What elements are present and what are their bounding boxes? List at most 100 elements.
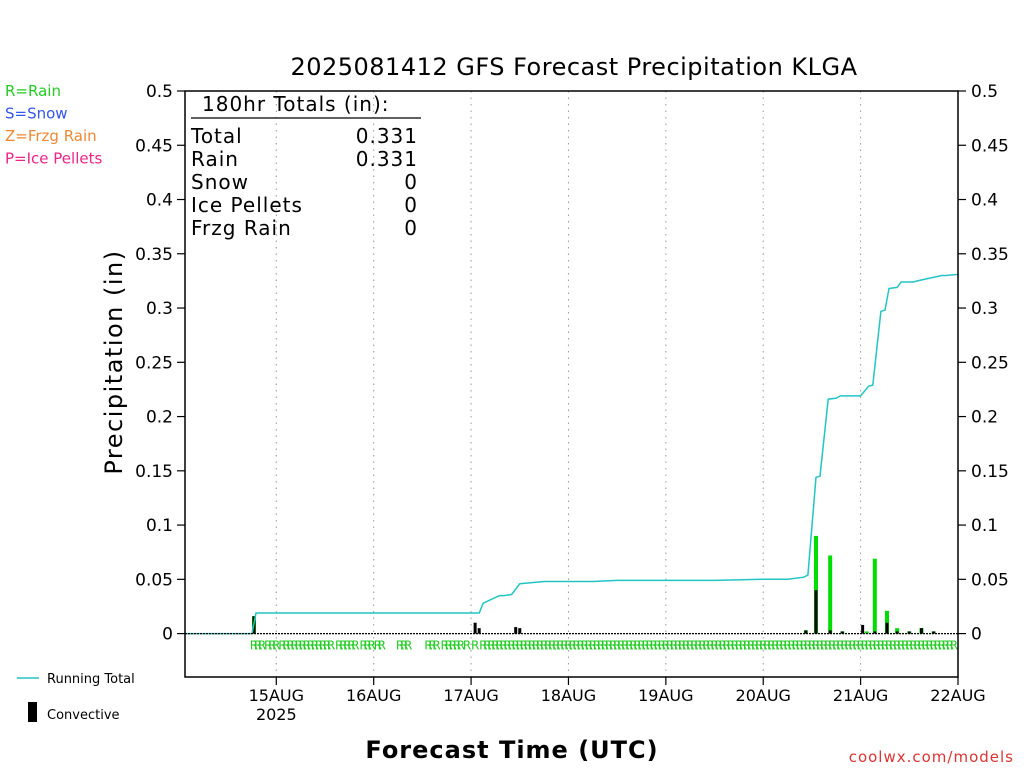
convective-bar bbox=[814, 590, 818, 634]
convective-bar bbox=[518, 628, 522, 634]
rain-marker: R bbox=[666, 639, 674, 653]
rain-marker: R bbox=[645, 639, 653, 653]
rain-marker: R bbox=[759, 639, 767, 653]
precip-type-legend-item: S=Snow bbox=[5, 105, 68, 123]
rain-marker: R bbox=[520, 639, 528, 653]
rain-marker: R bbox=[378, 639, 386, 653]
rain-marker: R bbox=[532, 639, 540, 653]
y-tick-label: 0.3 bbox=[971, 299, 998, 319]
y-tick-label: 0.05 bbox=[135, 570, 173, 590]
rain-marker: R bbox=[946, 639, 954, 653]
rain-marker: R bbox=[934, 639, 942, 653]
rain-marker: R bbox=[808, 639, 816, 653]
credit-text: coolwx.com/models bbox=[849, 748, 1014, 766]
rain-bar bbox=[895, 628, 900, 634]
rain-marker: R bbox=[751, 639, 759, 653]
rain-marker: R bbox=[479, 639, 487, 653]
rain-marker: R bbox=[925, 639, 933, 653]
y-tick-label: 0.45 bbox=[971, 136, 1009, 156]
rain-marker: R bbox=[929, 639, 937, 653]
precip-type-legend: R=Rain S=Snow Z=Frzg Rain P=Ice Pellets bbox=[5, 82, 102, 168]
rain-marker: R bbox=[718, 639, 726, 653]
rain-marker: R bbox=[540, 639, 548, 653]
rain-marker: R bbox=[917, 639, 925, 653]
rain-marker: R bbox=[836, 639, 844, 653]
rain-marker: R bbox=[544, 639, 552, 653]
rain-marker: R bbox=[339, 639, 347, 653]
y-tick-label: 0.25 bbox=[135, 353, 173, 373]
rain-marker: R bbox=[250, 639, 258, 653]
rain-marker: R bbox=[909, 639, 917, 653]
precip-type-legend-item: P=Ice Pellets bbox=[5, 150, 102, 168]
rain-marker: R bbox=[609, 639, 617, 653]
rain-bar bbox=[813, 535, 818, 634]
rain-marker: R bbox=[844, 639, 852, 653]
rain-marker: R bbox=[528, 639, 536, 653]
rain-marker: R bbox=[824, 639, 832, 653]
rain-marker: R bbox=[694, 639, 702, 653]
rain-marker: R bbox=[503, 639, 511, 653]
rain-marker: R bbox=[905, 639, 913, 653]
rain-marker: R bbox=[848, 639, 856, 653]
rain-marker: R bbox=[637, 639, 645, 653]
rain-marker: R bbox=[286, 639, 294, 653]
rain-marker: R bbox=[343, 639, 351, 653]
rain-marker: R bbox=[556, 639, 564, 653]
x-tick-label: 17AUG bbox=[443, 686, 498, 705]
y-tick-label: 0.5 bbox=[971, 82, 998, 102]
rain-marker: R bbox=[727, 639, 735, 653]
convective-bar bbox=[473, 622, 477, 634]
rain-marker: R bbox=[755, 639, 763, 653]
rain-marker: R bbox=[828, 639, 836, 653]
convective-bar bbox=[861, 624, 865, 634]
rain-marker: R bbox=[290, 639, 298, 653]
rain-marker: R bbox=[303, 639, 311, 653]
rain-marker: R bbox=[536, 639, 544, 653]
rain-marker: R bbox=[351, 639, 359, 653]
x-tick-sublabel: 2025 bbox=[256, 705, 297, 724]
rain-marker: R bbox=[654, 639, 662, 653]
rain-bar bbox=[828, 555, 833, 634]
rain-marker: R bbox=[629, 639, 637, 653]
rain-marker: R bbox=[763, 639, 771, 653]
totals-value: 0 bbox=[404, 170, 418, 194]
rain-marker: R bbox=[739, 639, 747, 653]
rain-marker: R bbox=[869, 639, 877, 653]
rain-marker: R bbox=[686, 639, 694, 653]
rain-marker: R bbox=[877, 639, 885, 653]
convective-bar bbox=[477, 628, 481, 634]
rain-marker: R bbox=[585, 639, 593, 653]
x-tick-label: 18AUG bbox=[541, 686, 596, 705]
rain-marker: R bbox=[702, 639, 710, 653]
rain-marker: R bbox=[840, 639, 848, 653]
y-tick-label: 0.4 bbox=[971, 191, 998, 211]
totals-label: Frzg Rain bbox=[191, 216, 292, 240]
totals-heading: 180hr Totals (in): bbox=[202, 92, 390, 116]
y-axis-label: Precipitation (in) bbox=[100, 249, 128, 474]
rain-marker: R bbox=[572, 639, 580, 653]
convective-bar bbox=[514, 627, 518, 634]
rain-marker: R bbox=[264, 639, 272, 653]
series-legend: Running Total Convective bbox=[17, 672, 135, 723]
rain-marker: R bbox=[495, 639, 503, 653]
x-tick-label: 20AUG bbox=[736, 686, 791, 705]
y-tick-label: 0.35 bbox=[971, 245, 1009, 265]
rain-marker: R bbox=[767, 639, 775, 653]
rain-marker: R bbox=[779, 639, 787, 653]
totals-label: Rain bbox=[191, 147, 239, 171]
rain-marker: R bbox=[771, 639, 779, 653]
convective-bar bbox=[932, 631, 936, 634]
rain-marker: R bbox=[942, 639, 950, 653]
rain-marker: R bbox=[613, 639, 621, 653]
rain-marker: R bbox=[893, 639, 901, 653]
x-tick-label: 15AUG bbox=[249, 686, 304, 705]
totals-label: Ice Pellets bbox=[191, 193, 303, 217]
rain-marker: R bbox=[323, 639, 331, 653]
rain-marker: R bbox=[674, 639, 682, 653]
rain-marker: R bbox=[812, 639, 820, 653]
rain-marker: R bbox=[507, 639, 515, 653]
rain-marker: R bbox=[641, 639, 649, 653]
chart-title: 2025081412 GFS Forecast Precipitation KL… bbox=[290, 53, 857, 81]
